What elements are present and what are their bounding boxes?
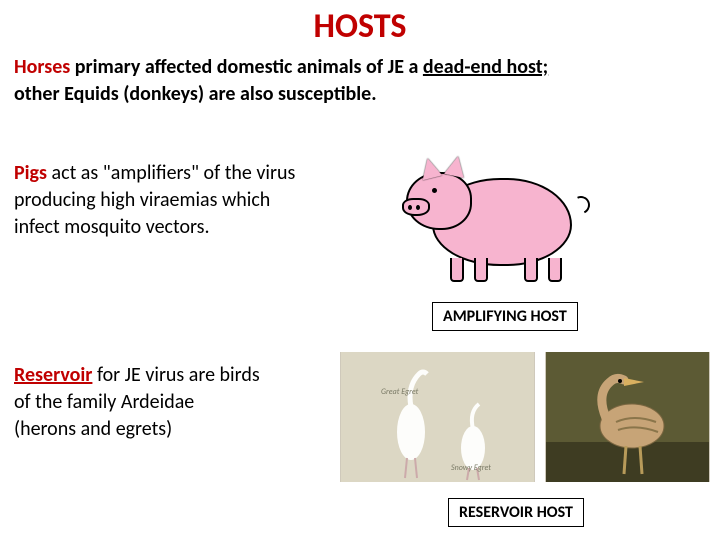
pig-leg-1: [450, 258, 464, 282]
para2-line2: infect mosquito vectors.: [14, 215, 210, 239]
pig-leg-4: [548, 258, 562, 282]
bird-image-egrets: Great Egret Snowy Egret: [340, 352, 535, 482]
para3-line1: of the family Ardeidae: [14, 390, 194, 414]
lead-reservoir: Reservoir: [14, 363, 92, 387]
egret-icon: Great Egret Snowy Egret: [341, 352, 534, 482]
para3-line2: (herons and egrets): [14, 417, 172, 441]
pig-nostril-2: [416, 205, 420, 210]
heron-icon: [546, 352, 709, 482]
para1-rest2: other Equids (donkeys) are also suscepti…: [14, 82, 377, 106]
caption-amplifying-host: AMPLIFYING HOST: [432, 302, 578, 331]
bird-image-heron: [545, 352, 710, 482]
pig-nostril-1: [408, 205, 412, 210]
title-text: HOSTS: [314, 6, 407, 47]
pig-leg-2: [474, 258, 488, 282]
para1-rest1: primary affected domestic animals of JE …: [70, 55, 423, 79]
para2-line0: act as "amplifiers" of the virus: [47, 161, 295, 185]
paragraph-horses: Horses primary affected domestic animals…: [14, 54, 706, 108]
lead-horses: Horses: [14, 55, 70, 79]
paragraph-pigs: Pigs act as "amplifiers" of the virus pr…: [14, 160, 414, 241]
pig-leg-3: [524, 258, 538, 282]
svg-text:Great Egret: Great Egret: [381, 387, 419, 397]
para1-underlined: dead-end host;: [423, 55, 548, 79]
lead-pigs: Pigs: [14, 161, 47, 185]
para2-line1: producing high viraemias which: [14, 188, 270, 212]
svg-text:Snowy Egret: Snowy Egret: [451, 463, 491, 473]
caption-reservoir-host: RESERVOIR HOST: [448, 498, 584, 527]
pig-ear-right: [444, 154, 468, 178]
caption1-text: AMPLIFYING HOST: [443, 307, 567, 326]
page-title: HOSTS: [0, 6, 720, 47]
para3-line0: for JE virus are birds: [92, 363, 259, 387]
pig-eye: [432, 188, 437, 193]
paragraph-reservoir: Reservoir for JE virus are birds of the …: [14, 362, 344, 443]
pig-illustration: [402, 150, 592, 280]
pig-tail: [569, 193, 592, 216]
caption2-text: RESERVOIR HOST: [459, 503, 573, 522]
